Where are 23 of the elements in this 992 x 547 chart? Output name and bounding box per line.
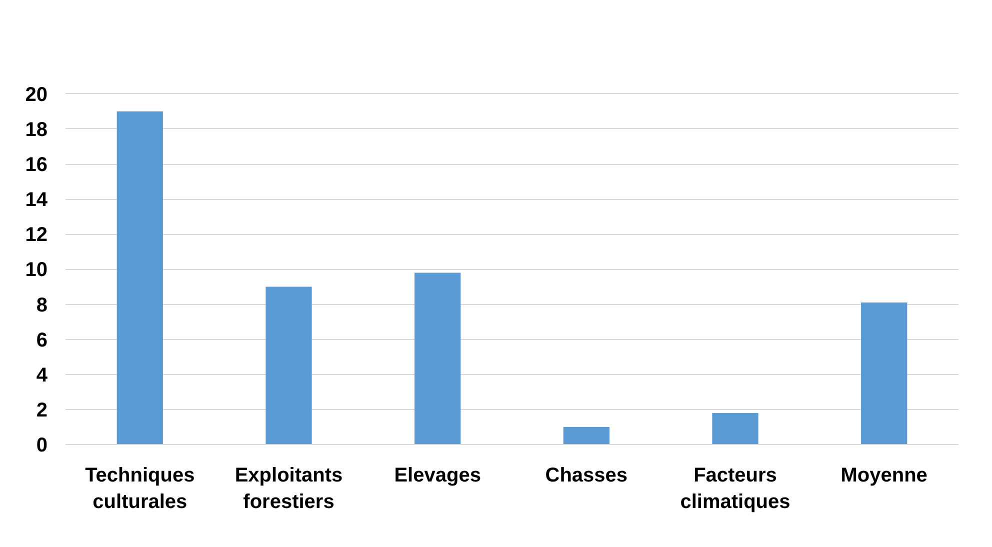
bar: [116, 111, 163, 444]
x-tick-label: Chasses: [545, 464, 628, 486]
x-tick-label: Moyenne: [840, 464, 928, 486]
y-tick-label: 20: [25, 84, 48, 106]
bar: [414, 272, 461, 444]
y-tick-label: 2: [36, 399, 48, 422]
y-tick-label: 8: [36, 294, 48, 316]
bar: [266, 286, 312, 444]
bar: [861, 302, 908, 444]
y-tick-label: 10: [25, 259, 48, 282]
y-tick-label: 12: [25, 224, 48, 246]
bar: [712, 412, 758, 444]
x-tick-label: Techniques culturales: [85, 464, 195, 513]
bar: [563, 426, 610, 444]
y-tick-label: 16: [25, 154, 48, 176]
y-tick-label: 14: [25, 189, 48, 212]
y-tick-label: 6: [36, 329, 48, 352]
x-tick-label: Facteurs climatiques: [680, 464, 790, 513]
x-tick-label: Elevages: [394, 464, 481, 486]
x-tick-label: Exploitants forestiers: [234, 464, 343, 513]
y-tick-label: 0: [36, 434, 48, 456]
y-tick-label: 4: [36, 364, 48, 386]
y-tick-label: 18: [25, 118, 48, 141]
